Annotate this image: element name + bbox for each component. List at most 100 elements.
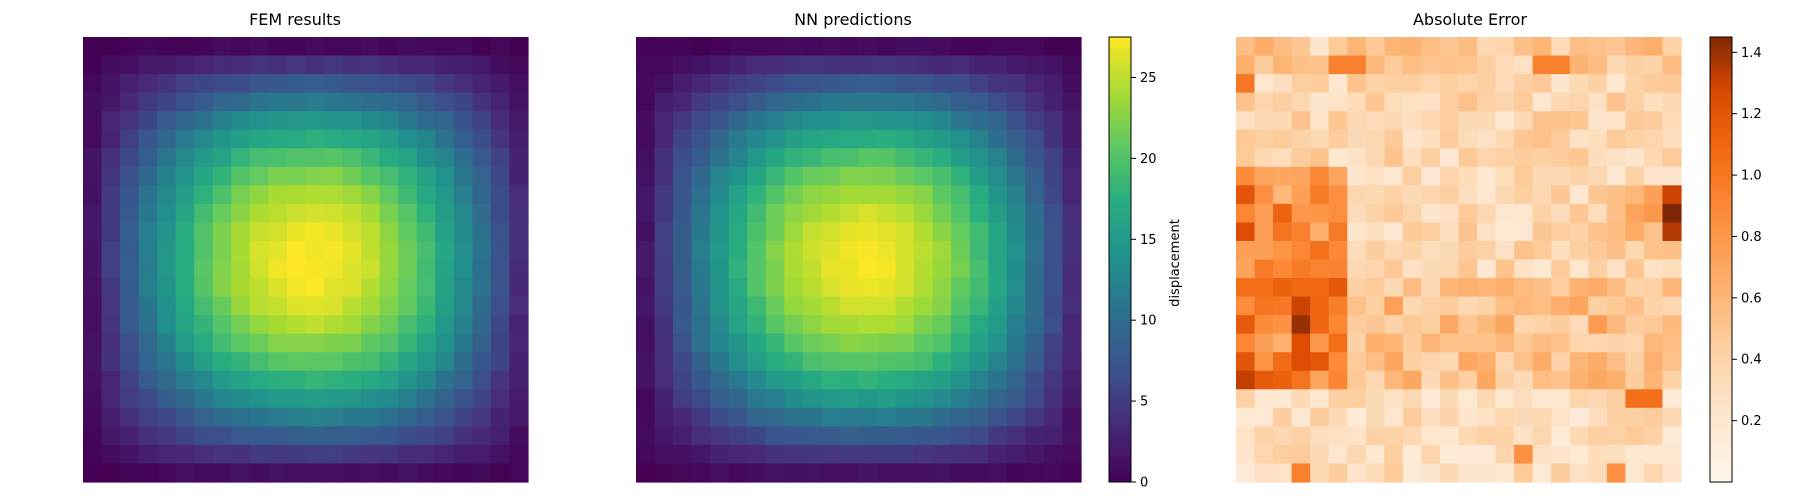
heatmap-cell (379, 185, 399, 205)
heatmap-cell (932, 352, 952, 372)
heatmap-cell (988, 92, 1008, 112)
heatmap-cell (1606, 389, 1626, 409)
heatmap-cell (858, 129, 878, 149)
heatmap-cell (175, 203, 195, 224)
heatmap-cell (453, 166, 473, 186)
heatmap-cell (914, 222, 934, 242)
heatmap-cell (673, 315, 693, 335)
heatmap-cell (1532, 74, 1552, 94)
heatmap-cell (435, 129, 455, 149)
heatmap-cell (747, 74, 767, 94)
heatmap-cell (1514, 315, 1534, 335)
heatmap-cell (231, 203, 251, 224)
heatmap-cell (416, 333, 436, 353)
heatmap-cell (1532, 444, 1552, 465)
heatmap-cell (1514, 389, 1534, 409)
heatmap-cell (83, 296, 103, 316)
heatmap-cell (1365, 426, 1385, 446)
heatmap-cell (951, 240, 971, 261)
heatmap-cell (1062, 37, 1082, 57)
heatmap-cell (379, 278, 399, 298)
heatmap-cell (1643, 278, 1664, 298)
heatmap-cell (1347, 185, 1367, 205)
heatmap-cell (914, 333, 934, 353)
heatmap-cell (1569, 111, 1589, 131)
heatmap-cell (435, 55, 455, 75)
heatmap-cell (1588, 426, 1608, 446)
heatmap-cell (453, 352, 473, 372)
heatmap-cell (765, 407, 785, 427)
heatmap-cell (1347, 407, 1367, 427)
heatmap-cell (1439, 278, 1460, 298)
heatmap-cell (988, 278, 1008, 298)
heatmap-cell (416, 37, 436, 57)
heatmap-cell (1477, 444, 1497, 465)
heatmap-cell (361, 315, 381, 335)
heatmap-cell (784, 278, 804, 298)
heatmap-cell (877, 148, 897, 168)
fem-title: FEM results (249, 10, 341, 29)
heatmap-cell (361, 444, 381, 465)
heatmap-cell (914, 352, 934, 372)
heatmap-cell (969, 222, 989, 242)
heatmap-cell (710, 185, 730, 205)
heatmap-cell (1006, 129, 1026, 149)
heatmap-cell (728, 203, 748, 224)
heatmap-cell (194, 259, 214, 279)
heatmap-cell (691, 203, 711, 224)
heatmap-cell (895, 166, 915, 186)
heatmap-cell (120, 92, 140, 112)
heatmap-cell (305, 92, 325, 112)
heatmap-cell (342, 129, 362, 149)
heatmap-cell (453, 203, 473, 224)
heatmap-cell (324, 259, 344, 279)
heatmap-cell (398, 407, 418, 427)
heatmap-cell (453, 148, 473, 168)
heatmap-cell (1402, 74, 1423, 94)
heatmap-cell (1458, 222, 1478, 242)
heatmap-cell (120, 166, 140, 186)
heatmap-cell (231, 111, 251, 131)
heatmap-cell (379, 333, 399, 353)
heatmap-cell (138, 352, 158, 372)
heatmap-cell (472, 278, 492, 298)
heatmap-cell (858, 426, 878, 446)
heatmap-cell (1402, 333, 1423, 353)
heatmap-cell (1043, 222, 1064, 242)
heatmap-cell (765, 55, 785, 75)
heatmap-cell (636, 259, 656, 279)
heatmap-cell (268, 203, 288, 224)
heatmap-cell (379, 389, 399, 409)
heatmap-cell (490, 352, 511, 372)
heatmap-cell (765, 222, 785, 242)
heatmap-cell (1006, 389, 1026, 409)
heatmap-cell (914, 74, 934, 94)
heatmap-cell (1625, 74, 1645, 94)
heatmap-cell (932, 463, 952, 483)
heatmap-cell (324, 444, 344, 465)
heatmap-cell (932, 111, 952, 131)
heatmap-cell (765, 278, 785, 298)
heatmap-cell (710, 148, 730, 168)
heatmap-cell (1273, 463, 1293, 483)
heatmap-cell (83, 37, 103, 57)
heatmap-cell (138, 315, 158, 335)
heatmap-cell (472, 444, 492, 465)
heatmap-cell (1043, 389, 1064, 409)
heatmap-cell (858, 389, 878, 409)
heatmap-cell (877, 222, 897, 242)
heatmap-cell (342, 296, 362, 316)
heatmap-cell (83, 222, 103, 242)
heatmap-cell (858, 370, 878, 390)
heatmap-cell (1328, 74, 1348, 94)
heatmap-cell (1402, 111, 1423, 131)
heatmap-cell (305, 278, 325, 298)
heatmap-cell (951, 74, 971, 94)
heatmap-cell (101, 315, 121, 335)
heatmap-cell (286, 315, 307, 335)
heatmap-cell (435, 278, 455, 298)
heatmap-cell (157, 111, 177, 131)
heatmap-cell (877, 333, 897, 353)
heatmap-cell (1402, 166, 1423, 186)
heatmap-cell (802, 203, 823, 224)
